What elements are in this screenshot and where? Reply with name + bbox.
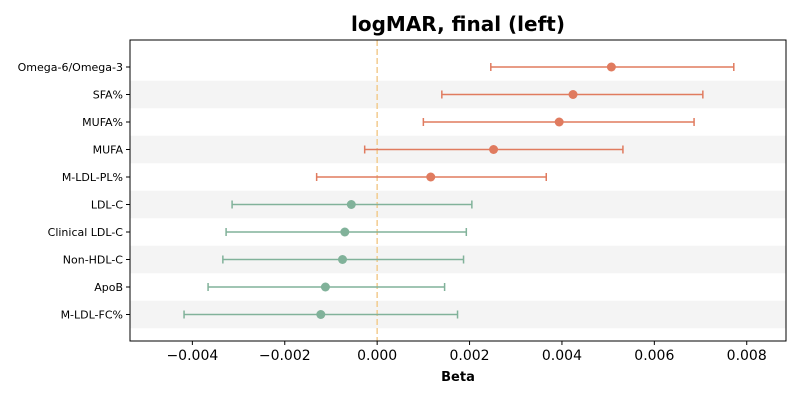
x-tick-label: 0.004	[542, 348, 582, 364]
estimate-point	[316, 310, 326, 319]
y-tick-label: Non-HDL-C	[63, 254, 124, 267]
y-axis: Omega-6/Omega-3 SFA% MUFA% MUFA M-LDL-PL% LDL…	[18, 61, 130, 322]
y-tick-label: Omega-6/Omega-3	[18, 61, 123, 74]
x-tick-label: 0.000	[357, 348, 397, 364]
x-axis-label: Beta	[441, 370, 475, 385]
x-axis: −0.004 −0.002 0.000 0.002 0.004 0.006 0.008	[166, 341, 767, 364]
estimate-point	[568, 90, 578, 99]
x-tick-label: 0.006	[634, 348, 674, 364]
y-tick-label: LDL-C	[91, 199, 124, 212]
y-tick-label: ApoB	[94, 281, 123, 294]
data-marks	[183, 62, 735, 319]
estimate-point	[606, 62, 616, 72]
estimate-point	[338, 255, 348, 264]
estimate-point	[346, 200, 356, 209]
estimate-point	[340, 227, 350, 237]
y-tick-label: MUFA	[93, 144, 124, 157]
y-tick-label: M-LDL-PL%	[62, 171, 123, 184]
y-tick-label: M-LDL-FC%	[61, 309, 123, 322]
y-tick-label: Clinical LDL-C	[48, 226, 124, 239]
y-tick-label: SFA%	[93, 89, 123, 102]
y-tick-label: MUFA%	[82, 116, 123, 129]
estimate-point	[426, 172, 436, 182]
estimate-point	[489, 145, 499, 154]
estimate-point	[320, 282, 330, 292]
chart-title: logMAR, final (left)	[351, 12, 565, 36]
estimate-point	[554, 117, 564, 127]
x-tick-label: 0.002	[450, 348, 490, 364]
x-tick-label: −0.004	[166, 348, 218, 364]
plot-frame	[129, 39, 787, 342]
x-tick-label: 0.008	[727, 348, 767, 364]
x-tick-label: −0.002	[259, 348, 311, 364]
